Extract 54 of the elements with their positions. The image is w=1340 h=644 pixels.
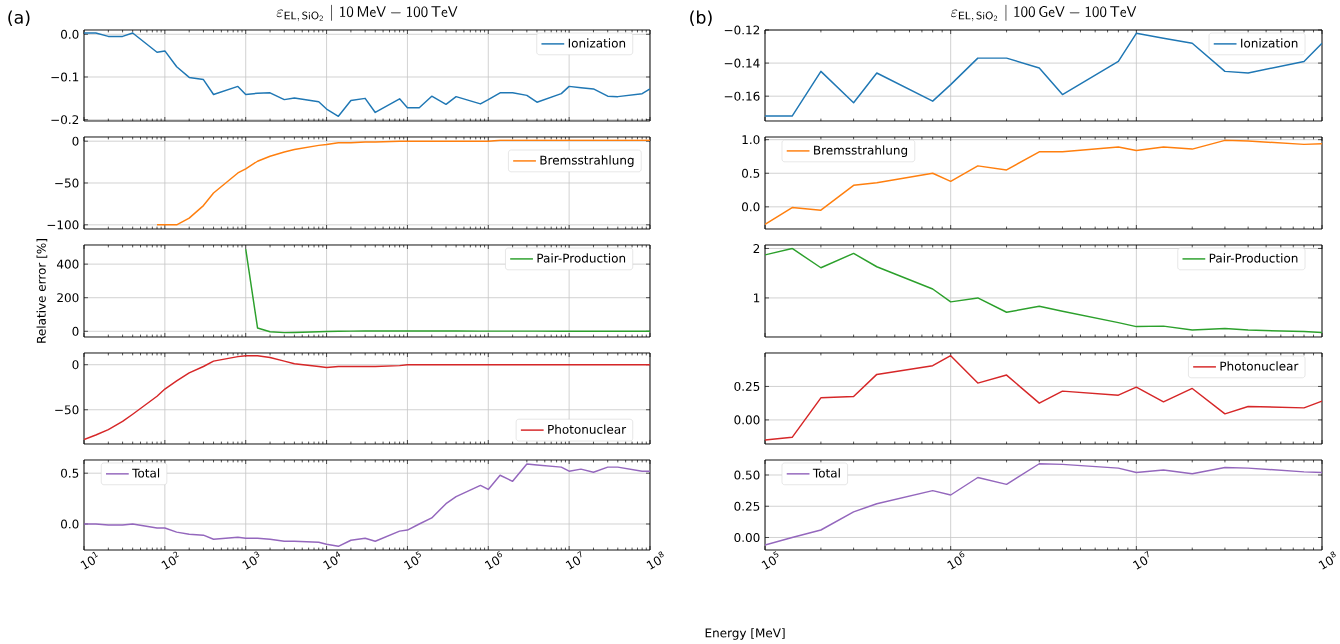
legend-label: Pair-Production bbox=[1209, 253, 1298, 263]
x-tick-label: 10$^{6}$ bbox=[947, 551, 965, 570]
legend-label: Bremsstrahlung bbox=[540, 155, 634, 167]
y-tick-label: −50 bbox=[55, 178, 79, 188]
x-tick-label: 10$^{7}$ bbox=[1132, 551, 1149, 570]
y-tick-label: 0.50 bbox=[734, 470, 760, 480]
y-tick-label: 1 bbox=[753, 293, 760, 303]
chart-title: $\varepsilon_{\mathsf{EL,\,SiO_2}}\ |\ \mathsf{100\,GeV} - \mathsf{100\,TeV}$ bbox=[950, 4, 1137, 22]
legend-label: Bremsstrahlung bbox=[814, 145, 908, 157]
legend-label: Total bbox=[132, 468, 160, 478]
x-tick-label: 10$^{5}$ bbox=[404, 551, 421, 570]
y-tick-label: −50 bbox=[55, 405, 79, 415]
y-tick-label: 0 bbox=[72, 326, 79, 336]
y-tick-label: 0.0 bbox=[742, 202, 760, 212]
x-tick-label: 10$^{3}$ bbox=[242, 551, 260, 570]
y-tick-label: −0.1 bbox=[51, 72, 79, 82]
y-tick-label: 0.00 bbox=[734, 415, 760, 425]
y-tick-label: 0 bbox=[72, 360, 79, 370]
y-tick-label: −100 bbox=[47, 220, 79, 230]
y-tick-label: 0.5 bbox=[61, 468, 79, 478]
text: (a) bbox=[8, 10, 30, 26]
y-axis-title: Relative error [%] bbox=[36, 239, 48, 343]
chart-title: $\varepsilon_{\mathsf{EL,\,SiO_2}}\ |\ \mathsf{10\,MeV} - \mathsf{100\,TeV}$ bbox=[276, 4, 458, 22]
y-tick-label: −0.14 bbox=[724, 58, 760, 68]
y-tick-label: 0.0 bbox=[61, 29, 79, 39]
y-tick-label: 2 bbox=[753, 244, 760, 253]
x-tick-label: 10$^{6}$ bbox=[484, 551, 502, 570]
y-tick-label: 1.0 bbox=[742, 135, 760, 145]
x-tick-label: 10$^{8}$ bbox=[1318, 551, 1336, 570]
x-tick-label: 10$^{4}$ bbox=[323, 551, 341, 570]
legend-label: Photonuclear bbox=[1220, 361, 1299, 371]
legend-label: Total bbox=[812, 468, 840, 478]
legend-label: Ionization bbox=[568, 38, 626, 48]
x-tick-label: 10$^{2}$ bbox=[161, 551, 179, 570]
x-tick-label: 10$^{8}$ bbox=[646, 551, 664, 570]
x-tick-label: 10$^{5}$ bbox=[761, 551, 779, 570]
y-tick-label: 200 bbox=[57, 293, 79, 303]
legend-label: Pair-Production bbox=[537, 253, 626, 263]
y-tick-label: 0.0 bbox=[61, 519, 79, 529]
y-tick-label: −0.16 bbox=[724, 91, 760, 101]
x-tick-label: 10$^{7}$ bbox=[565, 551, 582, 570]
x-tick-label: 10$^{1}$ bbox=[80, 551, 99, 570]
x-axis-title: Energy [MeV] bbox=[705, 628, 785, 640]
legend-label: Photonuclear bbox=[548, 424, 627, 434]
y-tick-label: 400 bbox=[56, 259, 79, 269]
y-tick-label: 0.00 bbox=[734, 532, 760, 543]
y-tick-label: 0.25 bbox=[734, 501, 760, 511]
y-tick-label: 0 bbox=[72, 136, 79, 146]
text: (b) bbox=[690, 10, 712, 26]
y-tick-label: −0.2 bbox=[51, 115, 79, 125]
y-tick-label: 0.5 bbox=[742, 168, 760, 178]
y-tick-label: 0.25 bbox=[734, 381, 760, 391]
legend-label: Ionization bbox=[1241, 38, 1298, 48]
y-tick-label: −0.12 bbox=[724, 25, 760, 35]
